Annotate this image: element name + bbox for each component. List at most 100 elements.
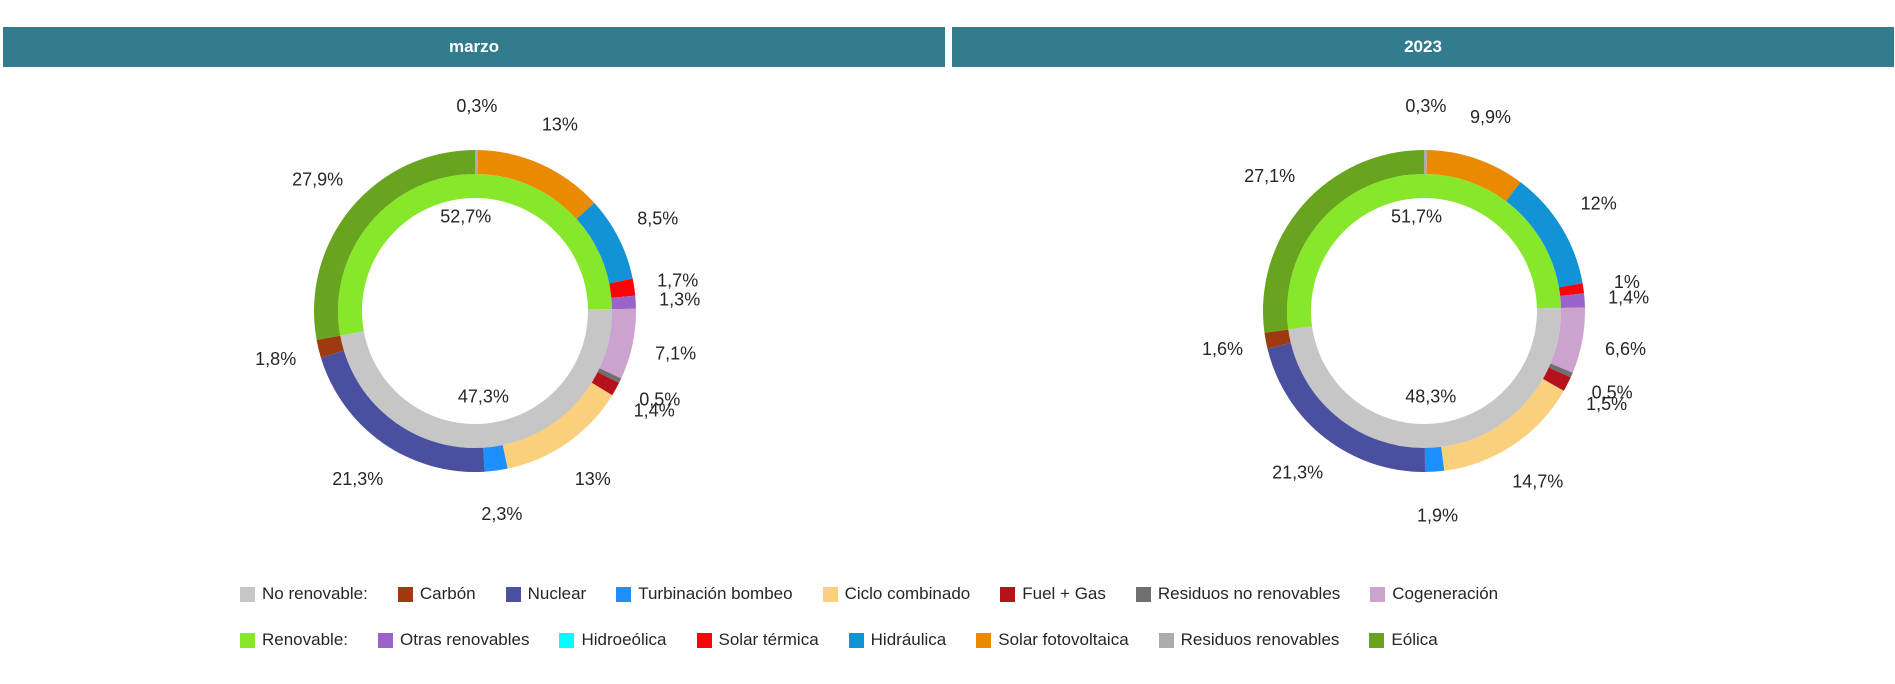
segment-eolica[interactable] — [313, 150, 475, 340]
segment-solar_fotovoltaica[interactable] — [477, 150, 595, 220]
segment-solar_termica[interactable] — [1558, 283, 1585, 296]
segment-fuel_gas[interactable] — [1542, 367, 1571, 391]
inner-segment-renovable[interactable] — [1287, 174, 1561, 330]
legend-item-label: Carbón — [419, 584, 476, 603]
segment-turbinacion_bombeo[interactable] — [1424, 446, 1445, 472]
segment-value-label-solar_fotovoltaica: 9,9% — [1470, 107, 1511, 127]
segment-otras_renovables[interactable] — [1560, 293, 1585, 308]
legend-item-label: Nuclear — [527, 584, 587, 603]
segment-otras_renovables[interactable] — [611, 295, 636, 310]
legend-item-hidroeolica[interactable]: Hidroeólica — [559, 630, 667, 650]
inner-share-label-no_renovable: 47,3% — [458, 387, 509, 407]
segment-residuos_no_renovables[interactable] — [597, 368, 622, 383]
legend-item-label: Cogeneración — [1392, 584, 1499, 603]
legend-item-carbon[interactable]: Carbón — [397, 584, 476, 604]
inner-share-label-renovable: 51,7% — [1391, 206, 1442, 226]
segment-cogeneracion[interactable] — [599, 308, 636, 379]
segment-value-label-carbon: 1,8% — [255, 349, 296, 369]
legend-item-label: Hidráulica — [870, 630, 947, 649]
legend-item-label: Fuel + Gas — [1022, 584, 1106, 603]
legend-item-label: Solar fotovoltaica — [998, 630, 1129, 649]
legend-swatch-icon — [822, 586, 838, 602]
legend-item-turbinacion_bombeo[interactable]: Turbinación bombeo — [616, 584, 793, 604]
legend-item-hidraulica[interactable]: Hidráulica — [848, 630, 947, 650]
segment-cogeneracion[interactable] — [1550, 307, 1585, 373]
segment-carbon[interactable] — [316, 335, 344, 358]
legend-swatch-icon — [240, 586, 255, 602]
segment-value-label-fuel_gas: 1,4% — [634, 401, 675, 421]
panel-2023: 2023 0,3% 9,9% 12% 1% 1,4% 6,6% 0,5% 1,5% 14,7% 1… — [952, 0, 1894, 600]
segment-value-label-turbinacion_bombeo: 1,9% — [1417, 506, 1458, 526]
legend-item-label: Eólica — [1391, 630, 1438, 649]
segment-value-label-ciclo_combinado: 13% — [575, 469, 611, 489]
legend-swatch-icon — [240, 632, 255, 648]
legend-item-fuel_gas[interactable]: Fuel + Gas — [1000, 584, 1106, 604]
segment-turbinacion_bombeo[interactable] — [483, 445, 508, 472]
donut-chart-2023: 0,3% 9,9% 12% 1% 1,4% 6,6% 0,5% 1,5% 14,7% 1,9% 21… — [952, 67, 1894, 542]
segment-nuclear[interactable] — [1267, 343, 1426, 473]
segment-residuos_renovables[interactable] — [1424, 150, 1428, 175]
legend-item-solar_fotovoltaica[interactable]: Solar fotovoltaica — [976, 630, 1129, 650]
legend-swatch-icon — [616, 586, 632, 602]
legend-item-label: Hidroeólica — [581, 630, 667, 649]
legend-item-residuos_renovables[interactable]: Residuos renovables — [1158, 630, 1339, 650]
legend-item-label: Renovable: — [262, 630, 349, 649]
legend-item-eolica[interactable]: Eólica — [1369, 630, 1438, 650]
inner-segment-no_renovable[interactable] — [1288, 307, 1562, 449]
segment-nuclear[interactable] — [320, 350, 485, 472]
segment-fuel_gas[interactable] — [591, 372, 620, 396]
panel-header-marzo: marzo — [3, 27, 945, 67]
legend-item-residuos_no_renovables[interactable]: Residuos no renovables — [1135, 584, 1340, 604]
segment-residuos_no_renovables[interactable] — [1548, 363, 1573, 378]
segment-value-label-residuos_renovables: 0,3% — [1405, 96, 1446, 116]
segment-value-label-solar_termica: 1,7% — [657, 271, 698, 291]
segment-value-label-nuclear: 21,3% — [332, 469, 383, 489]
panel-header-2023: 2023 — [952, 27, 1894, 67]
legend-swatch-icon — [976, 632, 992, 648]
segment-ciclo_combinado[interactable] — [1441, 379, 1564, 471]
segment-value-label-hidraulica: 12% — [1581, 194, 1617, 214]
segment-hidraulica[interactable] — [576, 202, 633, 284]
segment-value-label-cogeneracion: 7,1% — [655, 344, 696, 364]
segment-value-label-eolica: 27,9% — [292, 170, 343, 190]
segment-value-label-residuos_no_renovables: 0,5% — [1592, 383, 1633, 403]
segment-value-label-eolica: 27,1% — [1244, 166, 1295, 186]
segment-value-label-otras_renovables: 1,3% — [659, 290, 700, 310]
legend-item-cogeneracion[interactable]: Cogeneración — [1370, 584, 1498, 604]
inner-segment-no_renovable[interactable] — [340, 309, 613, 449]
segment-eolica[interactable] — [1262, 150, 1424, 333]
donut-chart-marzo: 0,3% 13% 8,5% 1,7% 1,3% 7,1% 0,5% 1,4% 13% 2,3% 21… — [3, 67, 945, 542]
legend-item-solar_termica[interactable]: Solar térmica — [696, 630, 819, 650]
legend-swatch-icon — [1158, 632, 1174, 648]
segment-solar_termica[interactable] — [609, 278, 636, 298]
legend-swatch-icon — [505, 586, 521, 602]
legend-item-label: Ciclo combinado — [844, 584, 971, 603]
inner-share-label-no_renovable: 48,3% — [1405, 387, 1456, 407]
segment-ciclo_combinado[interactable] — [502, 382, 613, 469]
legend-item-renovable[interactable]: Renovable: — [240, 630, 348, 650]
segment-residuos_renovables[interactable] — [475, 150, 479, 175]
legend-item-nuclear[interactable]: Nuclear — [505, 584, 587, 604]
segment-value-label-residuos_no_renovables: 0,5% — [639, 390, 680, 410]
inner-segment-renovable[interactable] — [338, 174, 612, 336]
legend-swatch-icon — [1369, 632, 1385, 648]
legend-item-no_renovable[interactable]: No renovable: — [240, 584, 368, 604]
legend-item-ciclo_combinado[interactable]: Ciclo combinado — [822, 584, 971, 604]
legend-item-label: Solar térmica — [718, 630, 819, 649]
segment-value-label-fuel_gas: 1,5% — [1586, 394, 1627, 414]
legend-item-label: Otras renovables — [400, 630, 530, 649]
segment-carbon[interactable] — [1264, 329, 1291, 349]
legend-swatch-icon — [559, 632, 575, 648]
legend-item-otras_renovables[interactable]: Otras renovables — [378, 630, 529, 650]
legend-item-label: No renovable: — [262, 584, 368, 603]
chart-legend: No renovable: Carbón Nuclear Turbinación bo… — [240, 584, 1498, 650]
segment-solar_fotovoltaica[interactable] — [1426, 150, 1521, 202]
legend-swatch-icon — [397, 586, 413, 602]
panel-marzo: marzo 0,3% 13% 8,5% 1,7% 1,3% 7,1% 0,5% 1,4% 13%… — [3, 0, 945, 600]
segment-value-label-ciclo_combinado: 14,7% — [1512, 472, 1563, 492]
segment-value-label-solar_fotovoltaica: 13% — [542, 114, 578, 134]
legend-swatch-icon — [848, 632, 864, 648]
segment-hidraulica[interactable] — [1506, 182, 1583, 288]
legend-swatch-icon — [1000, 586, 1016, 602]
legend-swatch-icon — [696, 632, 712, 648]
